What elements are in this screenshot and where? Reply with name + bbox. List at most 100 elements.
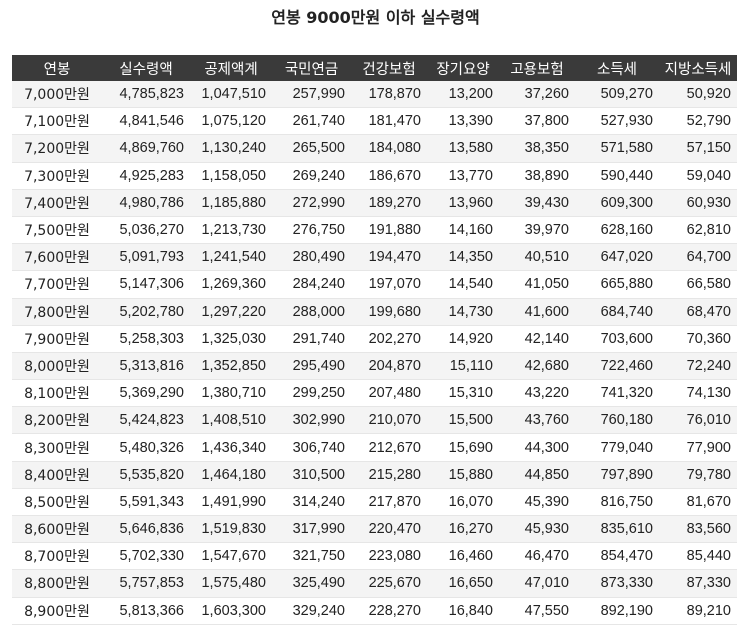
cell-national-pension: 265,500 [272,134,351,163]
cell-income-tax: 684,740 [575,298,659,326]
cell-local-income-tax: 64,700 [659,243,737,272]
cell-national-pension: 291,740 [272,325,351,353]
cell-employment-insurance: 37,260 [499,81,575,109]
cell-net-pay: 5,091,793 [102,243,190,272]
cell-health-insurance: 212,670 [351,433,427,462]
cell-long-term-care: 16,840 [427,597,499,625]
table-row: 8,000만원 5,313,816 1,352,850 295,490 204,870 1… [12,352,737,381]
cell-salary: 8,600만원 [12,515,102,544]
cell-salary: 7,500만원 [12,216,102,245]
cell-health-insurance: 225,670 [351,569,427,598]
table-row: 7,500만원 5,036,270 1,213,730 276,750 191,880 1… [12,216,737,245]
cell-national-pension: 306,740 [272,433,351,462]
cell-local-income-tax: 62,810 [659,216,737,245]
cell-employment-insurance: 46,470 [499,542,575,571]
cell-health-insurance: 202,270 [351,325,427,353]
cell-long-term-care: 14,540 [427,270,499,299]
cell-salary: 8,100만원 [12,379,102,408]
cell-employment-insurance: 37,800 [499,107,575,136]
cell-income-tax: 741,320 [575,379,659,408]
cell-income-tax: 835,610 [575,515,659,544]
cell-health-insurance: 191,880 [351,216,427,245]
cell-long-term-care: 14,350 [427,243,499,272]
cell-net-pay: 5,424,823 [102,406,190,435]
cell-local-income-tax: 87,330 [659,569,737,598]
cell-national-pension: 257,990 [272,81,351,109]
header-net-pay: 실수령액 [102,55,190,81]
cell-net-pay: 4,785,823 [102,81,190,109]
cell-salary: 7,300만원 [12,162,102,190]
cell-income-tax: 665,880 [575,270,659,299]
cell-health-insurance: 210,070 [351,406,427,435]
cell-local-income-tax: 76,010 [659,406,737,435]
cell-long-term-care: 15,310 [427,379,499,408]
cell-long-term-care: 13,390 [427,107,499,136]
cell-national-pension: 299,250 [272,379,351,408]
cell-national-pension: 310,500 [272,461,351,489]
table-row: 7,300만원 4,925,283 1,158,050 269,240 186,670 1… [12,162,737,190]
table-row: 8,400만원 5,535,820 1,464,180 310,500 215,280 1… [12,461,737,489]
cell-employment-insurance: 47,550 [499,597,575,625]
cell-total-deduction: 1,436,340 [190,433,272,462]
header-national-pension: 국민연금 [272,55,351,81]
cell-net-pay: 5,202,780 [102,298,190,326]
header-employment-insurance: 고용보험 [499,55,575,81]
cell-health-insurance: 184,080 [351,134,427,163]
cell-income-tax: 609,300 [575,189,659,217]
cell-long-term-care: 16,270 [427,515,499,544]
cell-net-pay: 4,980,786 [102,189,190,217]
cell-long-term-care: 14,730 [427,298,499,326]
cell-local-income-tax: 83,560 [659,515,737,544]
cell-long-term-care: 13,580 [427,134,499,163]
table-row: 7,700만원 5,147,306 1,269,360 284,240 197,070 1… [12,270,737,299]
cell-net-pay: 5,480,326 [102,433,190,462]
cell-income-tax: 816,750 [575,488,659,517]
cell-salary: 7,700만원 [12,270,102,299]
cell-local-income-tax: 60,930 [659,189,737,217]
cell-net-pay: 5,369,290 [102,379,190,408]
cell-net-pay: 4,841,546 [102,107,190,136]
cell-salary: 7,900만원 [12,325,102,353]
cell-health-insurance: 220,470 [351,515,427,544]
cell-income-tax: 722,460 [575,352,659,381]
cell-salary: 7,600만원 [12,243,102,272]
cell-salary: 8,900만원 [12,597,102,625]
cell-employment-insurance: 39,430 [499,189,575,217]
cell-health-insurance: 223,080 [351,542,427,571]
cell-long-term-care: 15,690 [427,433,499,462]
cell-local-income-tax: 77,900 [659,433,737,462]
cell-local-income-tax: 68,470 [659,298,737,326]
table-row: 7,200만원 4,869,760 1,130,240 265,500 184,080 1… [12,134,737,163]
cell-health-insurance: 199,680 [351,298,427,326]
cell-total-deduction: 1,491,990 [190,488,272,517]
header-health-insurance: 건강보험 [351,55,427,81]
table-row: 8,900만원 5,813,366 1,603,300 329,240 228,270 1… [12,597,737,625]
table-row: 7,000만원 4,785,823 1,047,510 257,990 178,870 1… [12,81,737,109]
cell-employment-insurance: 44,850 [499,461,575,489]
cell-net-pay: 5,757,853 [102,569,190,598]
cell-total-deduction: 1,241,540 [190,243,272,272]
cell-health-insurance: 181,470 [351,107,427,136]
cell-long-term-care: 13,960 [427,189,499,217]
cell-long-term-care: 15,880 [427,461,499,489]
cell-national-pension: 284,240 [272,270,351,299]
cell-total-deduction: 1,297,220 [190,298,272,326]
salary-table: 연봉 실수령액 공제액계 국민연금 건강보험 장기요양 고용보험 소득세 지방소… [12,55,737,625]
table-row: 8,300만원 5,480,326 1,436,340 306,740 212,670 1… [12,433,737,462]
cell-net-pay: 5,702,330 [102,542,190,571]
cell-net-pay: 5,646,836 [102,515,190,544]
cell-net-pay: 4,869,760 [102,134,190,163]
table-row: 8,200만원 5,424,823 1,408,510 302,990 210,070 1… [12,406,737,435]
cell-employment-insurance: 42,140 [499,325,575,353]
cell-salary: 7,000만원 [12,81,102,109]
cell-total-deduction: 1,519,830 [190,515,272,544]
cell-salary: 8,700만원 [12,542,102,571]
page-title: 연봉 9000만원 이하 실수령액 [271,8,480,27]
cell-net-pay: 5,258,303 [102,325,190,353]
cell-national-pension: 272,990 [272,189,351,217]
cell-total-deduction: 1,213,730 [190,216,272,245]
table-row: 7,800만원 5,202,780 1,297,220 288,000 199,680 1… [12,298,737,326]
cell-national-pension: 295,490 [272,352,351,381]
cell-local-income-tax: 81,670 [659,488,737,517]
